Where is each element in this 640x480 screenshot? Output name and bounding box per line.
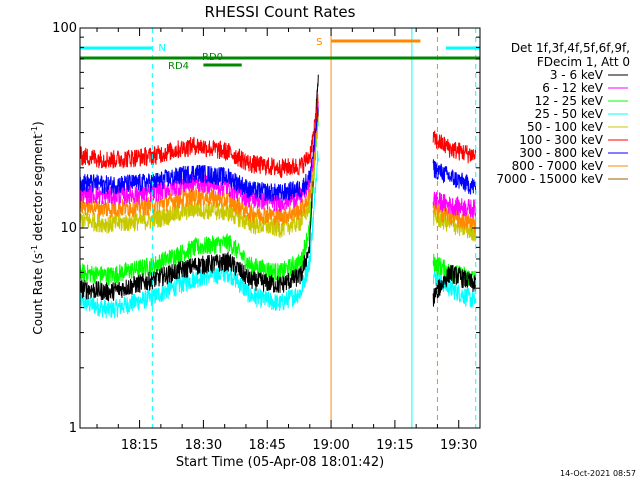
y-axis-ticks: 1 10 100	[52, 21, 480, 436]
saa-label: S	[316, 37, 322, 48]
legend-header-line-1: Det 1f,3f,4f,5f,6f,9f,	[511, 41, 630, 55]
trace-4-after	[432, 207, 477, 242]
night-label: N	[158, 43, 165, 54]
legend-label-0: 3 - 6 keV	[550, 68, 604, 82]
y-tick-label-1: 10	[60, 221, 77, 236]
x-tick-label-1: 18:30	[185, 438, 222, 453]
x-tick-label-4: 19:15	[376, 438, 413, 453]
legend-label-1: 6 - 12 keV	[542, 81, 604, 95]
trace-5-main	[79, 93, 319, 178]
trace-1-main	[79, 103, 319, 213]
trace-7-main	[79, 113, 319, 226]
legend-label-6: 300 - 800 keV	[519, 146, 603, 160]
legend-label-2: 12 - 25 keV	[535, 94, 604, 108]
trace-6-main	[79, 107, 319, 202]
legend: Det 1f,3f,4f,5f,6f,9f, FDecim 1, Att 0 3…	[496, 41, 630, 186]
legend-label-3: 25 - 50 keV	[535, 107, 604, 121]
trace-2-main	[79, 111, 319, 286]
y-tick-label-2: 100	[52, 21, 77, 36]
trace-5-after	[432, 130, 477, 164]
trace-3-after	[432, 269, 477, 308]
trace-1-after	[432, 191, 477, 219]
trace-0-main	[79, 74, 319, 302]
legend-label-5: 100 - 300 keV	[519, 133, 603, 147]
x-tick-label-5: 19:30	[440, 438, 477, 453]
x-tick-label-2: 18:45	[248, 438, 285, 453]
rd0-label: RD0	[202, 52, 223, 63]
rd4-label: RD4	[168, 61, 189, 72]
legend-label-4: 50 - 100 keV	[527, 120, 604, 134]
legend-header-line-2: FDecim 1, Att 0	[537, 55, 630, 69]
trace-7-after	[432, 201, 477, 233]
chart-title: RHESSI Count Rates	[205, 3, 356, 21]
x-tick-label-0: 18:15	[121, 438, 158, 453]
x-axis-ticks: 18:15 18:30 18:45 19:00 19:15 19:30	[96, 28, 481, 453]
legend-label-7: 800 - 7000 keV	[512, 159, 604, 173]
y-axis-label: Count Rate (s-1 detector segment-1)	[30, 121, 45, 334]
legend-label-8: 7000 - 15000 keV	[496, 172, 603, 186]
footer-timestamp: 14-Oct-2021 08:57	[560, 469, 636, 478]
traces-group	[79, 74, 477, 319]
y-tick-label-0: 1	[69, 421, 77, 436]
x-tick-label-3: 19:00	[312, 438, 349, 453]
trace-3-main	[79, 150, 319, 319]
trace-0-after	[432, 264, 477, 307]
trace-6-after	[432, 159, 477, 195]
x-axis-label: Start Time (05-Apr-08 18:01:42)	[176, 455, 384, 470]
